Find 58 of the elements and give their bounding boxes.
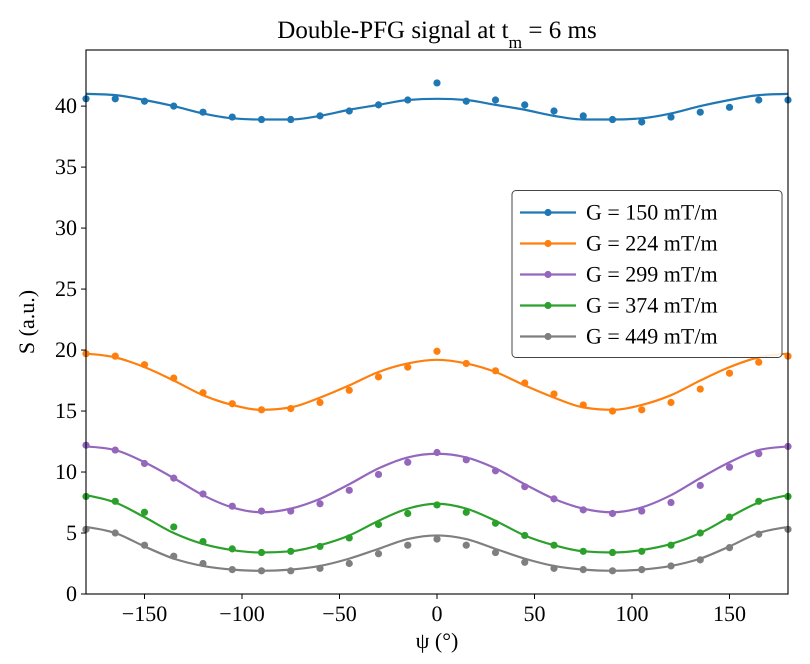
- y-tick-label: 5: [66, 520, 77, 546]
- x-tick-label: −50: [322, 601, 357, 626]
- point: [521, 101, 528, 108]
- point: [726, 104, 734, 111]
- y-tick-label: 15: [55, 398, 77, 424]
- point: [433, 348, 441, 355]
- y-tick-label: 35: [55, 154, 77, 180]
- point: [112, 95, 119, 102]
- point: [170, 523, 178, 531]
- point: [755, 96, 762, 104]
- y-axis-title: S (a.u.): [14, 290, 39, 354]
- point: [755, 358, 762, 366]
- point: [433, 79, 441, 87]
- point: [696, 385, 704, 393]
- point: [346, 560, 353, 568]
- point: [316, 398, 324, 406]
- point: [404, 510, 412, 518]
- point: [492, 96, 500, 104]
- point: [462, 542, 470, 549]
- legend-label: G = 374 mT/m: [586, 292, 718, 318]
- point: [580, 112, 587, 120]
- x-tick-label: −150: [122, 601, 168, 626]
- point: [667, 398, 675, 406]
- point: [404, 458, 412, 466]
- y-tick-label: 0: [66, 581, 77, 606]
- point: [374, 550, 382, 558]
- legend-label: G = 299 mT/m: [586, 262, 718, 286]
- y-tick-label: 10: [55, 459, 77, 484]
- y-tick-label: 20: [55, 337, 77, 362]
- point: [316, 500, 324, 508]
- legend-label: G = 449 mT/m: [586, 324, 718, 348]
- y-tick-label: 30: [55, 215, 77, 240]
- point: [726, 464, 734, 471]
- point: [667, 498, 675, 506]
- point: [346, 386, 353, 394]
- y-tick-label: 25: [55, 276, 77, 302]
- point: [696, 482, 704, 490]
- point: [374, 470, 382, 478]
- x-tick-label: 0: [432, 601, 442, 626]
- x-tick-label: 50: [524, 601, 546, 626]
- point: [696, 108, 704, 116]
- legend-label: G = 150 mT/m: [586, 200, 718, 224]
- point: [638, 406, 646, 414]
- point: [550, 107, 558, 115]
- point: [404, 542, 412, 549]
- point: [140, 508, 148, 516]
- point: [638, 118, 646, 126]
- x-tick-label: 150: [713, 601, 746, 626]
- legend-label: G = 224 mT/m: [586, 230, 718, 256]
- y-tick-label: 40: [55, 93, 77, 118]
- x-axis-title: ψ (°): [416, 628, 458, 653]
- x-tick-label: −100: [219, 601, 265, 626]
- point: [346, 486, 353, 494]
- x-tick-label: 100: [616, 601, 648, 626]
- point: [374, 373, 382, 380]
- point: [433, 536, 441, 543]
- chart-title: Double-PFG signal at t$_{m}$ = 6 ms: [277, 17, 597, 52]
- point: [726, 370, 734, 377]
